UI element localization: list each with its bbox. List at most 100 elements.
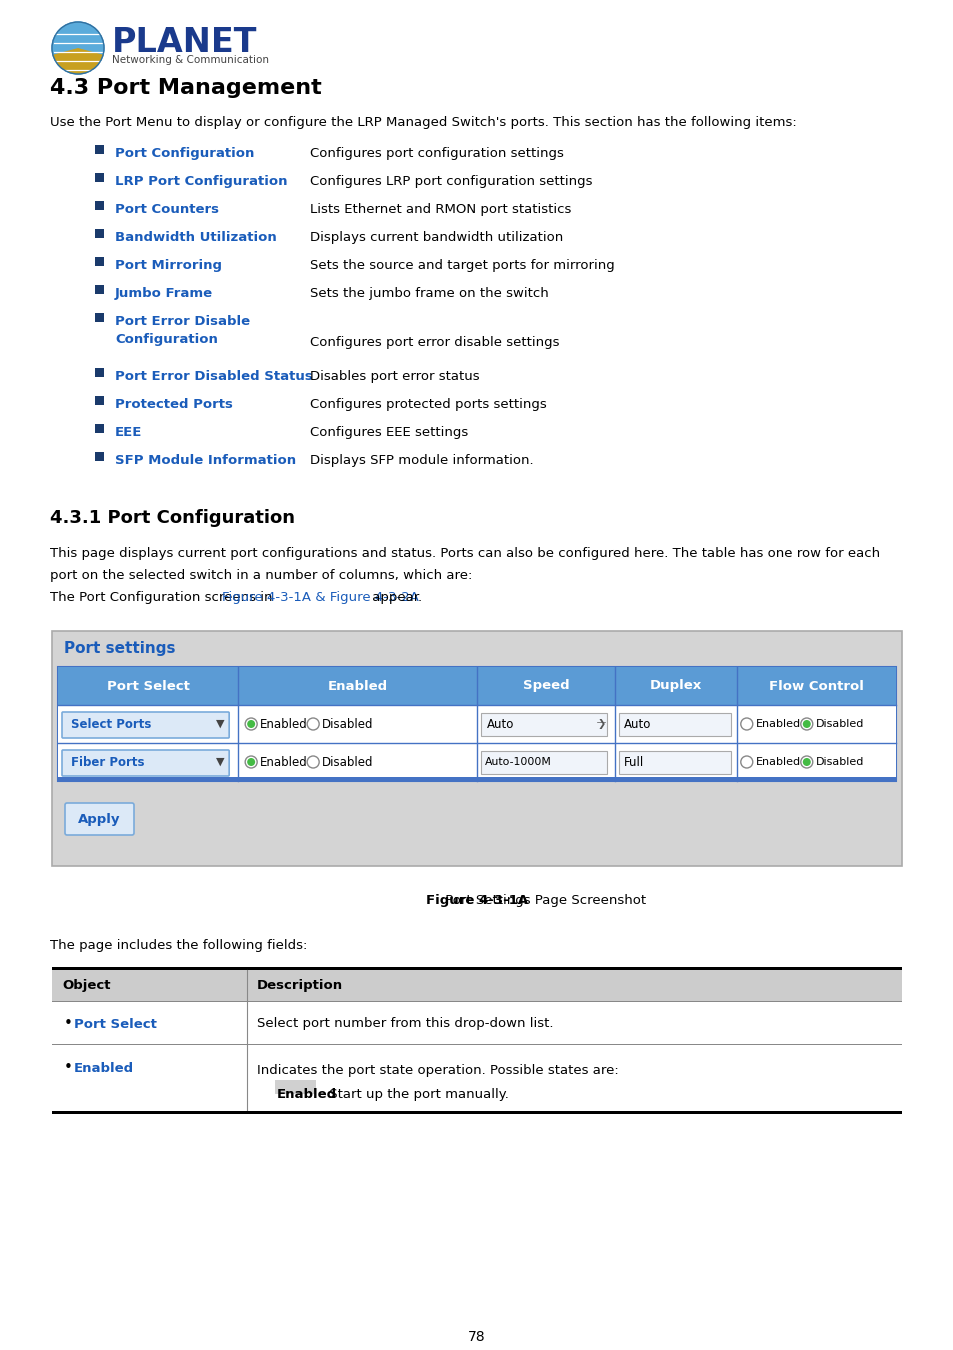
Text: •: •	[64, 1061, 72, 1076]
Text: ▼: ▼	[215, 757, 224, 767]
Bar	[52, 1111, 901, 1114]
Text: SFP Module Information: SFP Module Information	[115, 454, 295, 467]
Text: Disabled: Disabled	[322, 756, 374, 768]
Text: Port Counters: Port Counters	[115, 202, 219, 216]
Bar	[95, 313, 104, 323]
Bar	[95, 144, 104, 154]
Text: Speed: Speed	[522, 679, 569, 693]
Text: Port Mirroring: Port Mirroring	[115, 259, 222, 271]
Circle shape	[800, 756, 812, 768]
Circle shape	[740, 718, 752, 730]
Bar	[95, 230, 104, 238]
Text: Jumbo Frame: Jumbo Frame	[115, 288, 213, 300]
Bar	[58, 667, 895, 782]
Text: Port Error Disabled Status: Port Error Disabled Status	[115, 370, 313, 383]
Circle shape	[247, 757, 254, 765]
Text: Enabled: Enabled	[327, 679, 387, 693]
Text: Disabled: Disabled	[322, 717, 374, 730]
Circle shape	[307, 718, 319, 730]
Text: Object: Object	[62, 980, 111, 992]
Text: Sets the jumbo frame on the switch: Sets the jumbo frame on the switch	[310, 288, 548, 300]
Bar	[58, 743, 895, 782]
Text: Disabled: Disabled	[815, 720, 863, 729]
Bar	[58, 778, 895, 782]
Text: Enabled: Enabled	[755, 720, 801, 729]
Text: Use the Port Menu to display or configure the LRP Managed Switch's ports. This s: Use the Port Menu to display or configur…	[50, 116, 796, 130]
FancyBboxPatch shape	[65, 803, 133, 836]
Text: Duplex: Duplex	[649, 679, 701, 693]
Text: Port Select: Port Select	[74, 1018, 156, 1030]
Text: Auto-1000M: Auto-1000M	[484, 757, 551, 767]
Text: - Start up the port manually.: - Start up the port manually.	[315, 1088, 509, 1102]
Bar	[274, 1080, 315, 1094]
Bar	[95, 369, 104, 377]
Bar	[480, 751, 607, 774]
Text: Enabled: Enabled	[755, 757, 801, 767]
Text: Enabled: Enabled	[276, 1088, 336, 1102]
Circle shape	[740, 756, 752, 768]
Text: Enabled: Enabled	[260, 756, 308, 768]
Text: Lists Ethernet and RMON port statistics: Lists Ethernet and RMON port statistics	[310, 202, 571, 216]
Bar	[618, 751, 730, 774]
Circle shape	[245, 718, 257, 730]
Bar	[58, 667, 895, 705]
Text: EEE: EEE	[115, 427, 142, 439]
Text: Configures protected ports settings: Configures protected ports settings	[310, 398, 546, 410]
Text: Disabled: Disabled	[815, 757, 863, 767]
Text: Apply: Apply	[77, 813, 120, 825]
Text: Auto: Auto	[486, 717, 514, 730]
Text: appear.: appear.	[368, 591, 422, 603]
Text: 4.3 Port Management: 4.3 Port Management	[50, 78, 321, 99]
FancyBboxPatch shape	[62, 711, 229, 738]
Text: The Port Configuration screens in: The Port Configuration screens in	[50, 591, 276, 603]
Text: •: •	[64, 1017, 72, 1031]
Bar	[52, 967, 901, 971]
Text: Networking & Communication: Networking & Communication	[112, 55, 269, 65]
Text: Protected Ports: Protected Ports	[115, 398, 233, 410]
Text: Flow Control: Flow Control	[768, 679, 862, 693]
Bar	[95, 452, 104, 460]
Bar	[95, 285, 104, 294]
Text: Configures port configuration settings: Configures port configuration settings	[310, 147, 563, 161]
Bar	[52, 971, 901, 1002]
Text: 78: 78	[468, 1330, 485, 1345]
Text: ▼: ▼	[215, 720, 224, 729]
Text: ❯: ❯	[597, 720, 605, 729]
Bar	[52, 630, 901, 865]
Bar	[95, 424, 104, 433]
Text: Indicates the port state operation. Possible states are:: Indicates the port state operation. Poss…	[256, 1064, 618, 1077]
Text: Port settings: Port settings	[64, 641, 175, 656]
Text: Displays SFP module information.: Displays SFP module information.	[310, 454, 533, 467]
Bar	[95, 256, 104, 266]
Circle shape	[800, 718, 812, 730]
Text: Port Configuration: Port Configuration	[115, 147, 254, 161]
Text: 4.3.1 Port Configuration: 4.3.1 Port Configuration	[50, 509, 294, 526]
Bar	[480, 713, 607, 736]
Wedge shape	[52, 49, 103, 74]
Text: Sets the source and target ports for mirroring: Sets the source and target ports for mir…	[310, 259, 614, 271]
Text: port on the selected switch in a number of columns, which are:: port on the selected switch in a number …	[50, 568, 472, 582]
Circle shape	[52, 22, 104, 74]
Text: Configuration: Configuration	[115, 333, 217, 346]
Circle shape	[245, 756, 257, 768]
Text: Enabled: Enabled	[260, 717, 308, 730]
Circle shape	[307, 756, 319, 768]
Text: This page displays current port configurations and status. Ports can also be con: This page displays current port configur…	[50, 547, 880, 560]
Text: Displays current bandwidth utilization: Displays current bandwidth utilization	[310, 231, 562, 244]
Text: Port Settings Page Screenshot: Port Settings Page Screenshot	[440, 894, 645, 907]
Bar	[52, 1003, 901, 1045]
Text: Full: Full	[623, 756, 644, 768]
Text: Port Select: Port Select	[107, 679, 190, 693]
Text: Auto: Auto	[623, 717, 651, 730]
Bar	[52, 1046, 901, 1111]
Text: Figure 4-3-1A & Figure 4-3-2A: Figure 4-3-1A & Figure 4-3-2A	[221, 591, 418, 603]
Text: Fiber Ports: Fiber Ports	[71, 756, 144, 768]
Circle shape	[801, 720, 810, 728]
Text: Select Ports: Select Ports	[71, 717, 152, 730]
Text: The page includes the following fields:: The page includes the following fields:	[50, 940, 307, 952]
Text: Configures EEE settings: Configures EEE settings	[310, 427, 468, 439]
Bar	[95, 396, 104, 405]
Text: Figure 4-3-1A: Figure 4-3-1A	[425, 894, 528, 907]
Text: Disables port error status: Disables port error status	[310, 370, 479, 383]
Circle shape	[247, 720, 254, 728]
